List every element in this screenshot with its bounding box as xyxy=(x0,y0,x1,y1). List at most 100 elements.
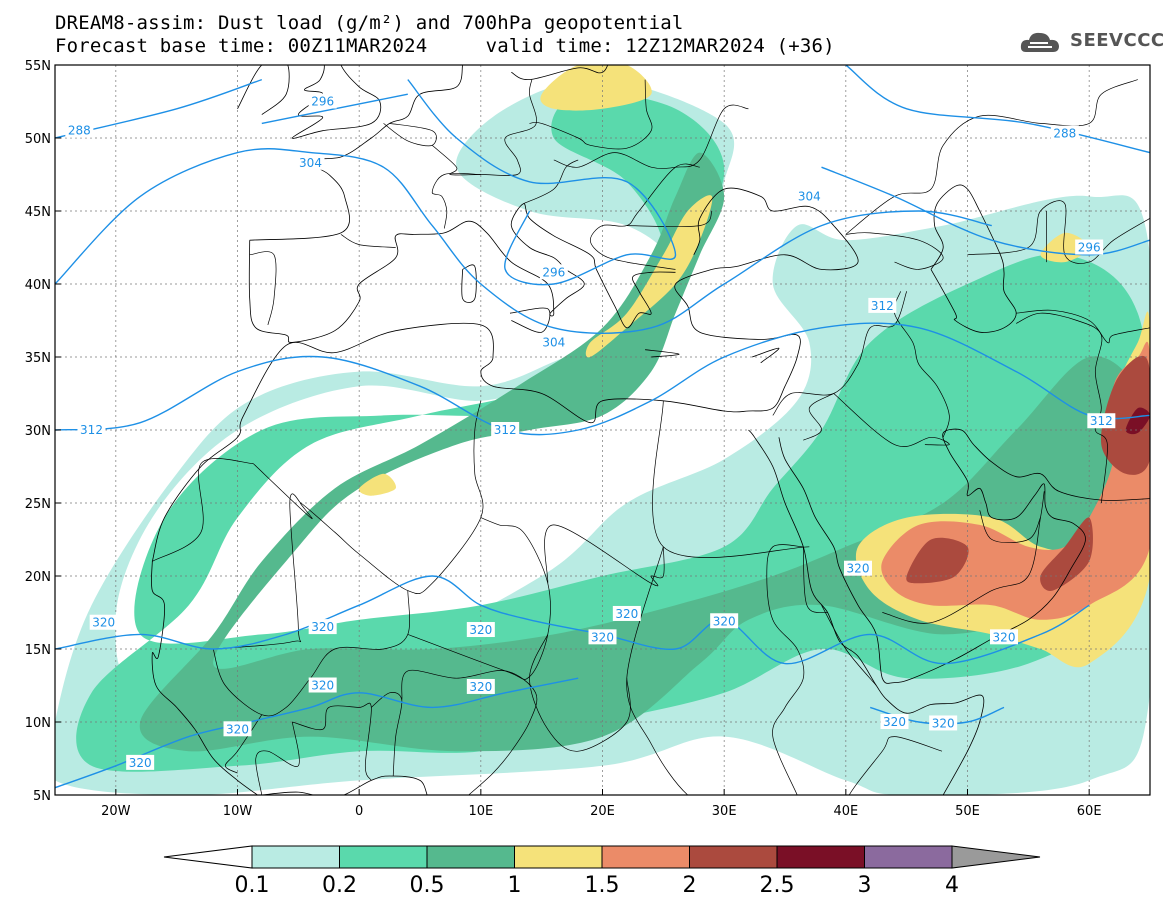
colorbar-label: 1.5 xyxy=(585,873,620,898)
colorbar-label: 3 xyxy=(858,873,872,898)
longitude-axis: 20W 10W 0 10E 20E 30E 40E 50E 60E xyxy=(101,789,1102,819)
country-border xyxy=(772,291,908,416)
country-border xyxy=(529,79,653,150)
colorbar-label: 0.1 xyxy=(235,873,270,898)
coastline xyxy=(511,65,609,81)
contour-label-bg xyxy=(308,93,337,109)
contour-label-bg xyxy=(612,605,641,621)
contour-label: 304 xyxy=(798,189,821,203)
country-border xyxy=(383,123,437,147)
country-border xyxy=(544,524,665,587)
country-border xyxy=(553,104,749,169)
coastline xyxy=(151,187,859,562)
country-border xyxy=(882,491,1045,624)
contour-label: 312 xyxy=(494,423,517,437)
contour-label: 320 xyxy=(847,562,870,576)
coastline xyxy=(645,349,680,358)
country-border xyxy=(589,163,700,270)
contour-label-bg xyxy=(126,754,155,770)
contour-label: 296 xyxy=(311,95,334,109)
colorbar-segment xyxy=(601,845,690,869)
contour-label: 320 xyxy=(311,679,334,693)
colorbar-label: 0.2 xyxy=(322,873,357,898)
country-border xyxy=(431,79,537,176)
geopotential-contour-296 xyxy=(261,93,408,125)
x-tick-label: 50E xyxy=(955,804,980,819)
dust-region-level-4 xyxy=(585,195,713,358)
contour-label: 320 xyxy=(932,716,955,730)
country-border xyxy=(431,172,481,229)
country-border xyxy=(213,493,302,650)
contour-label: 288 xyxy=(68,124,91,138)
coastline xyxy=(261,775,428,795)
colorbar-segment xyxy=(689,845,778,869)
country-border xyxy=(845,79,1138,235)
geopotential-contour-288 xyxy=(845,65,1150,154)
contour-label: 320 xyxy=(469,680,492,694)
y-tick-label: 50N xyxy=(25,132,51,147)
country-border xyxy=(766,544,805,795)
country-border xyxy=(848,736,943,795)
colorbar-label: 2.5 xyxy=(760,873,795,898)
contour-label-bg xyxy=(89,614,118,630)
dust-region-level-4 xyxy=(358,473,397,496)
contour-label-bg xyxy=(223,721,252,737)
geopotential-contour-304 xyxy=(55,148,992,334)
coastlines-and-borders xyxy=(151,65,1150,795)
dust-load-layer xyxy=(55,65,1150,795)
contour-label: 320 xyxy=(92,616,115,630)
contour-label: 288 xyxy=(1053,127,1076,141)
contour-label-bg xyxy=(710,613,739,629)
x-tick-label: 20E xyxy=(590,804,615,819)
contour-label-bg xyxy=(844,560,872,576)
contour-label: 312 xyxy=(871,299,894,313)
y-tick-label: 25N xyxy=(25,497,51,512)
country-border xyxy=(821,605,877,686)
coastline xyxy=(461,264,477,303)
contour-label-bg xyxy=(491,422,520,437)
colorbar-min-arrow xyxy=(163,845,253,869)
contour-label: 320 xyxy=(883,715,906,729)
country-border xyxy=(845,232,944,270)
dust-region-level-7 xyxy=(1125,407,1150,435)
x-tick-label: 30E xyxy=(712,804,737,819)
contour-label-bg xyxy=(539,334,568,350)
country-border xyxy=(803,393,834,441)
contour-label: 320 xyxy=(713,614,736,628)
coastline xyxy=(151,561,259,795)
x-tick-label: 10W xyxy=(223,804,253,819)
colorbar-label: 1 xyxy=(508,873,522,898)
dust-region-level-6 xyxy=(1040,517,1094,591)
y-tick-label: 35N xyxy=(25,351,51,366)
contour-label-bg xyxy=(308,677,337,693)
colorbar-segment xyxy=(251,845,340,869)
contour-label: 312 xyxy=(80,423,103,437)
contour-label-bg xyxy=(1087,413,1116,429)
contour-label: 304 xyxy=(542,335,565,349)
contour-label-bg xyxy=(1050,125,1079,141)
country-border xyxy=(255,721,300,795)
coastline xyxy=(509,307,551,333)
contour-label-bg xyxy=(929,715,958,731)
contour-label: 320 xyxy=(129,756,152,770)
colorbar-segment xyxy=(776,845,865,869)
country-border xyxy=(833,393,950,447)
contour-label: 320 xyxy=(469,623,492,637)
contour-label-bg xyxy=(990,629,1018,645)
contour-label: 320 xyxy=(226,722,249,736)
colorbar-label: 4 xyxy=(945,873,959,898)
coastline xyxy=(249,65,463,241)
geopotential-contour-312 xyxy=(55,322,1150,436)
contour-label-bg xyxy=(868,297,897,313)
contour-label: 296 xyxy=(542,265,565,279)
contour-label-bg xyxy=(77,422,106,437)
y-tick-label: 55N xyxy=(25,59,51,74)
country-border xyxy=(529,634,631,752)
contour-label-bg xyxy=(466,678,495,694)
coastline xyxy=(248,203,676,343)
contour-label: 320 xyxy=(591,630,614,644)
country-border xyxy=(802,546,828,613)
geopotential-contour-296 xyxy=(407,79,677,286)
contour-label-bg xyxy=(1075,239,1104,255)
